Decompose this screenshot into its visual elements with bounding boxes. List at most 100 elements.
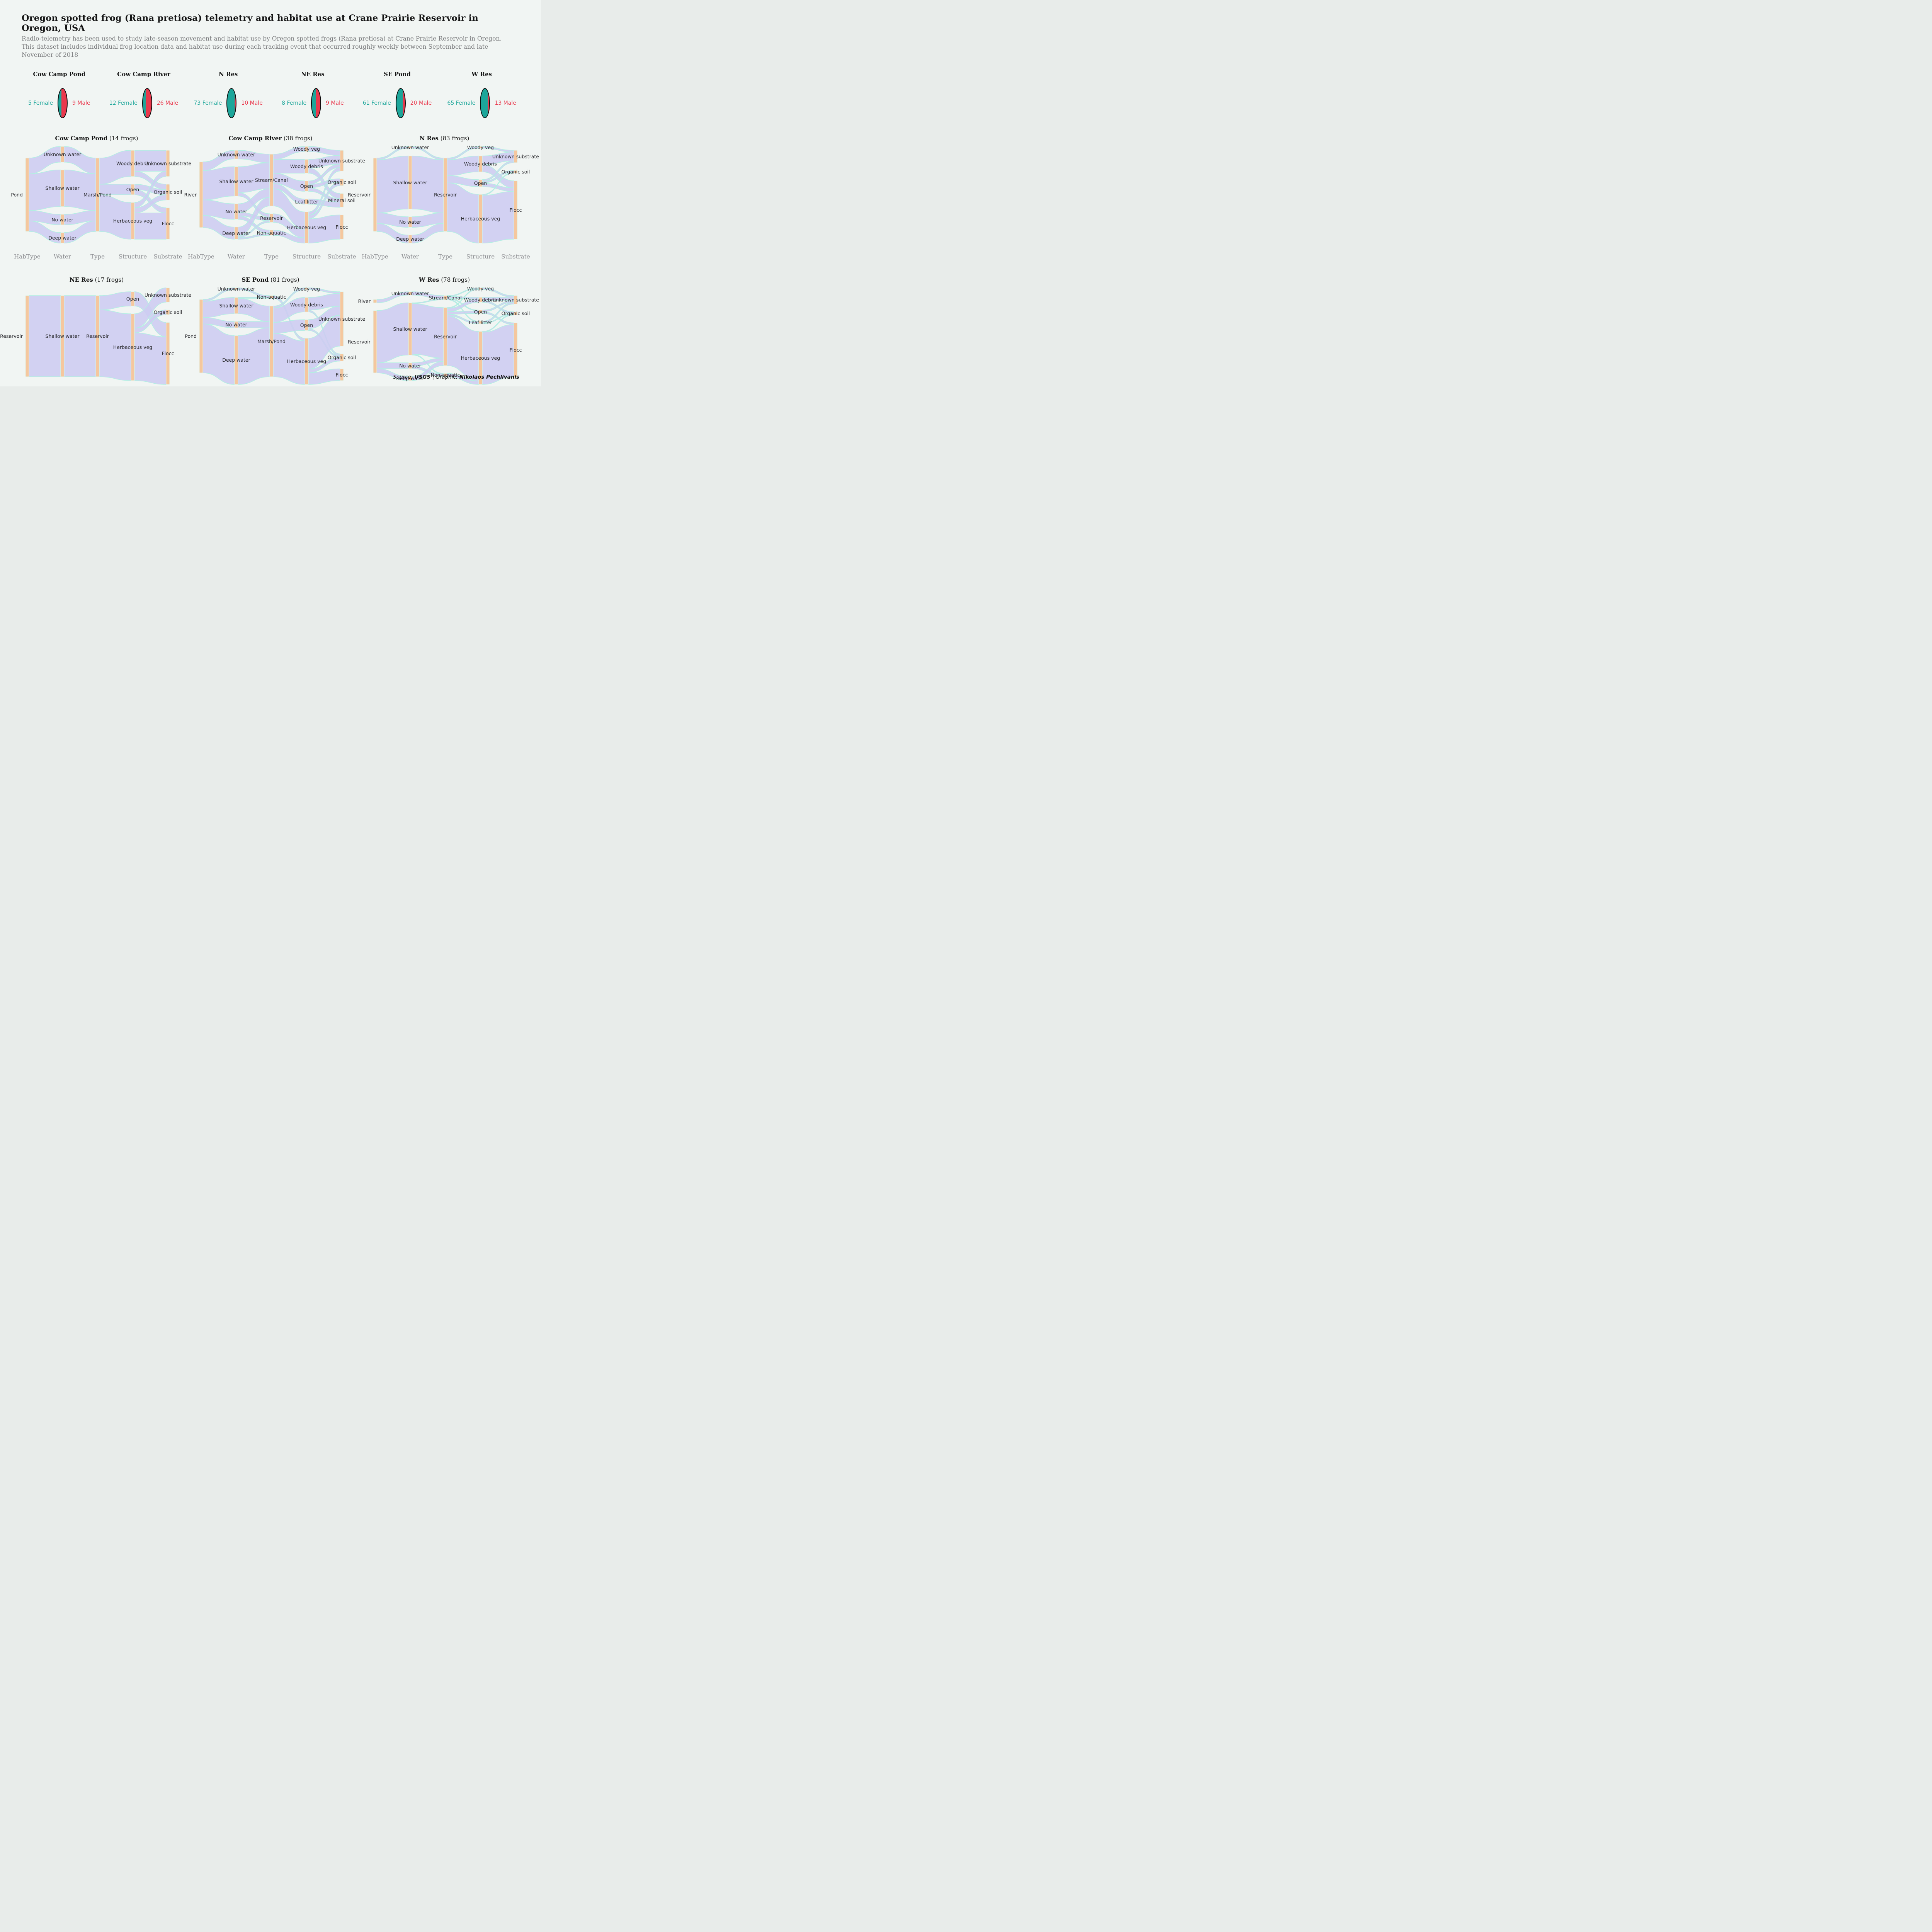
sankey-node-label: Deep water: [396, 236, 424, 242]
sankey-node: [478, 194, 483, 243]
sankey-node-label: Organic soil: [328, 354, 356, 360]
sankey-node-label: Flocc: [335, 372, 348, 378]
sex-ratio-pie: [480, 88, 490, 118]
sankey-node: [304, 338, 309, 385]
sankey-node: [131, 291, 135, 306]
sankey-title: SE Pond (81 frogs): [242, 276, 299, 283]
sankey-node-label: Herbaceous veg: [113, 344, 152, 350]
credit-line: Source: USGS | Graphic: Nikolaos Pechliv…: [393, 374, 519, 380]
sankey-node: [340, 214, 344, 240]
sankey-node: [234, 203, 238, 219]
subtitle-line-2: This dataset includes individual frog lo…: [22, 43, 488, 58]
sankey-node: [269, 295, 274, 299]
sankey-node-label: Woody veg: [293, 286, 320, 292]
sankey-node-label: Herbaceous veg: [461, 355, 500, 361]
subtitle-line-1: Radio-telemetry has been used to study l…: [22, 35, 502, 42]
site-summary-row: Cow Camp Pond 5 Female 9 Male Cow Camp Rive…: [0, 71, 541, 119]
site-name: Cow Camp River: [117, 70, 170, 78]
sankey-node: [131, 313, 135, 381]
sankey-chart: River Reservoir Unknown water Shallow water…: [348, 286, 539, 385]
sankey-node-label: Reservoir: [348, 339, 371, 345]
female-count-label: 12 Female: [109, 100, 138, 106]
axis-label-structure: Structure: [119, 253, 147, 260]
sankey-node-label: Shallow water: [393, 180, 428, 185]
sankey-node-label: Woody veg: [293, 146, 320, 152]
sankey-chart: Pond Unknown water Shallow water No water De…: [185, 286, 365, 385]
sankey-node: [131, 184, 135, 195]
sankey-node: [443, 295, 447, 300]
sankey-node-label: Stream/Canal: [255, 177, 288, 183]
sex-ratio: 5 Female 9 Male: [28, 88, 90, 119]
site-name: NE Res: [301, 70, 325, 78]
sankey-node-label: Reservoir: [0, 333, 23, 339]
sankey-node-label: Organic soil: [328, 179, 356, 185]
sankey-node: [166, 310, 170, 315]
axis-label-water: Water: [401, 253, 419, 260]
sankey-node-label: Woody veg: [467, 145, 494, 150]
sankey-node: [95, 158, 100, 232]
sankey-node: [340, 291, 344, 347]
sankey-node-label: Pond: [11, 192, 23, 197]
sankey-node-label: Unknown substrate: [492, 297, 539, 303]
sankey-node-label: Leaf litter: [469, 320, 492, 325]
sankey-node: [373, 299, 377, 303]
axis-label-structure: Structure: [466, 253, 495, 260]
sankey-node-label: Deep water: [48, 235, 77, 241]
sankey-panel: N Res (83 frogs) Reservoir Unknown water Sh…: [348, 135, 539, 263]
male-count-label: 9 Male: [72, 100, 90, 106]
sankey-node: [166, 184, 170, 200]
sankey-node-label: No water: [399, 363, 421, 369]
sankey-panel: SE Pond (81 frogs) Pond Unknown water Shall…: [185, 276, 365, 386]
sankey-node: [269, 230, 274, 236]
sankey-title: Cow Camp River (38 frogs): [228, 134, 313, 142]
sankey-node-label: Unknown substrate: [145, 160, 191, 166]
sankey-node-label: Shallow water: [219, 179, 254, 184]
infographic-root: Oregon spotted frog (Rana pretiosa) tele…: [0, 0, 541, 386]
axis-label-type: Type: [438, 253, 452, 260]
sankey-node: [131, 202, 135, 240]
sankey-node-label: Woody debris: [464, 161, 497, 167]
sankey-ribbon: [238, 327, 270, 385]
sankey-node-label: Flocc: [509, 207, 522, 213]
sankey-node-label: Open: [126, 296, 139, 302]
sankey-node: [25, 158, 29, 232]
sankey-ribbon: [29, 146, 61, 174]
sankey-node-label: Shallow water: [46, 333, 80, 339]
male-count-label: 13 Male: [495, 100, 516, 106]
sankey-node-label: Open: [474, 180, 487, 186]
axis-label-structure: Structure: [293, 253, 321, 260]
sankey-node-label: Mineral soil: [328, 197, 355, 203]
sankey-node: [514, 150, 518, 163]
sankey-panel: Cow Camp Pond (14 frogs) Pond Unknown wate…: [11, 135, 191, 263]
female-count-label: 65 Female: [447, 100, 476, 106]
axis-label-substrate: Substrate: [153, 253, 182, 260]
sankey-node: [478, 287, 483, 290]
sex-ratio-pie: [58, 88, 68, 118]
sankey-node: [269, 213, 274, 223]
female-count-label: 5 Female: [28, 100, 53, 106]
sankey-panel: NE Res (17 frogs) Reservoir Shallow water R…: [0, 276, 191, 386]
male-count-label: 10 Male: [241, 100, 263, 106]
sankey-node-label: Non-aquatic: [431, 372, 460, 378]
sankey-node: [25, 295, 29, 377]
sex-ratio: 65 Female 13 Male: [447, 88, 516, 119]
sankey-node-label: Non-aquatic: [257, 230, 286, 236]
sankey-node: [234, 166, 238, 196]
sankey-chart: Reservoir Unknown water Shallow water No wa…: [348, 145, 539, 260]
sankey-node-label: Unknown water: [218, 286, 255, 292]
credit-divider: | Graphic:: [430, 374, 459, 380]
sankey-node: [408, 216, 412, 228]
sankey-title: NE Res (17 frogs): [69, 276, 124, 283]
sankey-node: [304, 287, 309, 290]
sankey-node: [304, 297, 309, 312]
sankey-node: [269, 306, 274, 377]
sankey-ribbon: [202, 323, 235, 385]
axis-label-water: Water: [54, 253, 71, 260]
sankey-node: [304, 159, 309, 173]
axis-label-substrate: Substrate: [501, 253, 530, 260]
sankey-node: [166, 150, 170, 177]
sankey-node-label: Woody debris: [464, 297, 497, 303]
sankey-node-label: Unknown water: [44, 151, 82, 157]
sankey-node: [340, 193, 344, 207]
sankey-node-label: No water: [225, 321, 247, 327]
